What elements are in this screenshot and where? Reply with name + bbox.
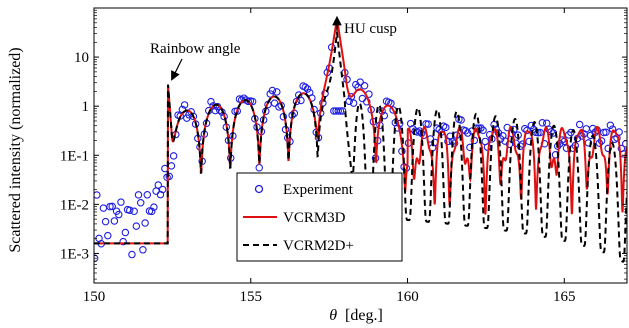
y-tick-label: 1 bbox=[82, 99, 90, 115]
experiment-point bbox=[119, 237, 127, 246]
experiment-point bbox=[560, 137, 569, 146]
experiment-point bbox=[527, 121, 536, 130]
experiment-point bbox=[125, 206, 134, 215]
experiment-point bbox=[292, 97, 301, 106]
experiment-point bbox=[94, 254, 99, 262]
experiment-point bbox=[356, 78, 364, 86]
axis-ticks: 150 155 160 165 1E-3 1E-2 1E-1 1 10 bbox=[60, 8, 627, 305]
experiment-point bbox=[101, 217, 110, 226]
experiment-point bbox=[255, 163, 263, 172]
legend-label: Experiment bbox=[283, 182, 354, 198]
experiment-point bbox=[442, 123, 450, 132]
experiment-point bbox=[121, 228, 130, 237]
experiment-point bbox=[345, 97, 353, 106]
y-tick-label: 1E-3 bbox=[60, 246, 89, 262]
annotations: Rainbow angle HU cusp bbox=[150, 15, 397, 81]
experiment-point bbox=[521, 124, 529, 133]
experiment-point bbox=[134, 191, 143, 199]
experiment-point bbox=[187, 108, 195, 116]
x-tick-label: 150 bbox=[83, 289, 106, 305]
experiment-point bbox=[132, 222, 141, 230]
experiment-point bbox=[110, 217, 119, 225]
annotation-rainbow-angle: Rainbow angle bbox=[150, 41, 241, 57]
experiment-point bbox=[270, 99, 279, 107]
experiment-point bbox=[150, 203, 158, 211]
experiment-point bbox=[538, 119, 547, 127]
experiment-point bbox=[169, 152, 178, 160]
experiment-point bbox=[338, 107, 347, 115]
experiment-point bbox=[94, 191, 101, 199]
experiment-point bbox=[477, 124, 485, 132]
x-axis-label: θ [deg.] bbox=[329, 307, 383, 324]
experiment-point bbox=[136, 199, 145, 207]
experiment-point bbox=[141, 219, 149, 227]
experiment-point bbox=[128, 250, 136, 259]
experiment-point bbox=[424, 120, 432, 128]
experiment-point bbox=[301, 83, 310, 91]
experiment-point bbox=[158, 185, 167, 194]
experiment-point bbox=[542, 119, 551, 127]
experiment-point bbox=[575, 120, 584, 129]
experiment-point bbox=[117, 198, 125, 206]
experiment-point bbox=[209, 102, 217, 110]
legend-label: VCRM2D+ bbox=[283, 238, 354, 254]
experiment-point bbox=[273, 88, 281, 96]
legend: Experiment VCRM3D VCRM2D+ bbox=[236, 172, 403, 262]
experiment-point bbox=[602, 128, 610, 136]
experiment-point bbox=[130, 207, 138, 216]
experiment-point bbox=[147, 207, 156, 216]
model-lines-layer bbox=[94, 18, 627, 263]
experiment-point bbox=[180, 101, 189, 109]
experiment-point bbox=[207, 97, 215, 106]
experiment-point bbox=[349, 99, 358, 107]
x-tick-label: 160 bbox=[396, 289, 419, 305]
x-tick-label: 155 bbox=[240, 289, 263, 305]
experiment-point bbox=[360, 81, 369, 90]
plot-frame bbox=[93, 7, 628, 284]
annotation-rainbow-arrow bbox=[171, 58, 183, 81]
y-tick-label: 1E-2 bbox=[60, 197, 89, 213]
experiment-point bbox=[108, 202, 116, 211]
y-tick-label: 10 bbox=[74, 50, 89, 66]
annotation-hu-cusp: HU cusp bbox=[344, 21, 397, 37]
experiment-point bbox=[99, 204, 108, 212]
experiment-point bbox=[139, 246, 147, 254]
x-tick-label: 165 bbox=[553, 289, 576, 305]
experiment-point bbox=[336, 107, 345, 115]
y-tick-label: 1E-1 bbox=[60, 148, 89, 164]
experiment-point bbox=[167, 162, 176, 170]
experiment-point bbox=[152, 187, 160, 195]
x-axis-unit: [deg.] bbox=[345, 307, 383, 324]
experiment-point bbox=[303, 85, 312, 93]
experiment-point bbox=[457, 116, 465, 124]
experiment-point bbox=[154, 181, 163, 189]
y-axis-label: Scattered intensity (normalized) bbox=[7, 47, 24, 252]
experiment-point bbox=[268, 86, 277, 95]
experiment-point bbox=[115, 210, 123, 219]
experiment-point bbox=[189, 112, 198, 121]
experiment-point bbox=[104, 231, 112, 240]
vcrm2d-line bbox=[94, 32, 627, 263]
legend-label: VCRM3D bbox=[283, 210, 346, 226]
experiment-point bbox=[347, 93, 356, 101]
x-axis-symbol: θ bbox=[329, 307, 337, 324]
experiment-point bbox=[143, 191, 152, 199]
experiment-point bbox=[463, 129, 472, 137]
experiment-point bbox=[165, 172, 174, 181]
experiment-point bbox=[358, 94, 367, 103]
experiment-point bbox=[606, 121, 615, 130]
experiment-point bbox=[622, 139, 627, 148]
legend-marker-experiment bbox=[254, 184, 264, 194]
experiment-point bbox=[334, 107, 342, 115]
